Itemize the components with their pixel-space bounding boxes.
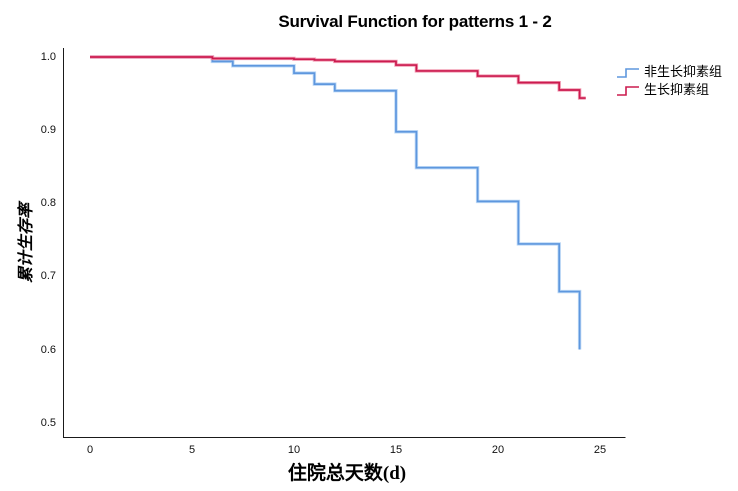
y-tick-label: 1.0 [40,50,56,63]
survival-curve [90,56,586,99]
legend-step-line-symbol-red [617,85,639,96]
x-tick-label: 25 [593,444,607,456]
legend-label: 生长抑素组 [644,82,710,97]
y-tick-label: 0.9 [40,123,56,136]
legend: 非生长抑素组 生长抑素组 [616,63,722,99]
chart-title: Survival Function for patterns 1 - 2 [278,12,552,31]
x-axis-label: 住院总天数(d) [287,463,407,484]
legend-step-line-symbol-blue [617,67,639,78]
x-tick-label: 10 [287,444,301,456]
x-tick-label: 15 [389,444,403,456]
y-tick-label: 0.8 [40,197,56,210]
x-tick-label: 20 [491,444,505,456]
legend-item-somatostatin-group: 生长抑素组 [616,81,722,99]
y-tick-label: 0.7 [40,270,56,283]
legend-label: 非生长抑素组 [644,64,723,79]
survival-curve-halo [90,55,582,350]
x-tick-label: 5 [188,444,196,456]
survival-curve [90,56,581,350]
legend-item-non-somatostatin-group: 非生长抑素组 [616,63,722,81]
y-tick-label: 0.6 [40,343,56,356]
y-tick-label: 0.5 [40,417,56,429]
x-tick-label: 0 [86,444,94,456]
